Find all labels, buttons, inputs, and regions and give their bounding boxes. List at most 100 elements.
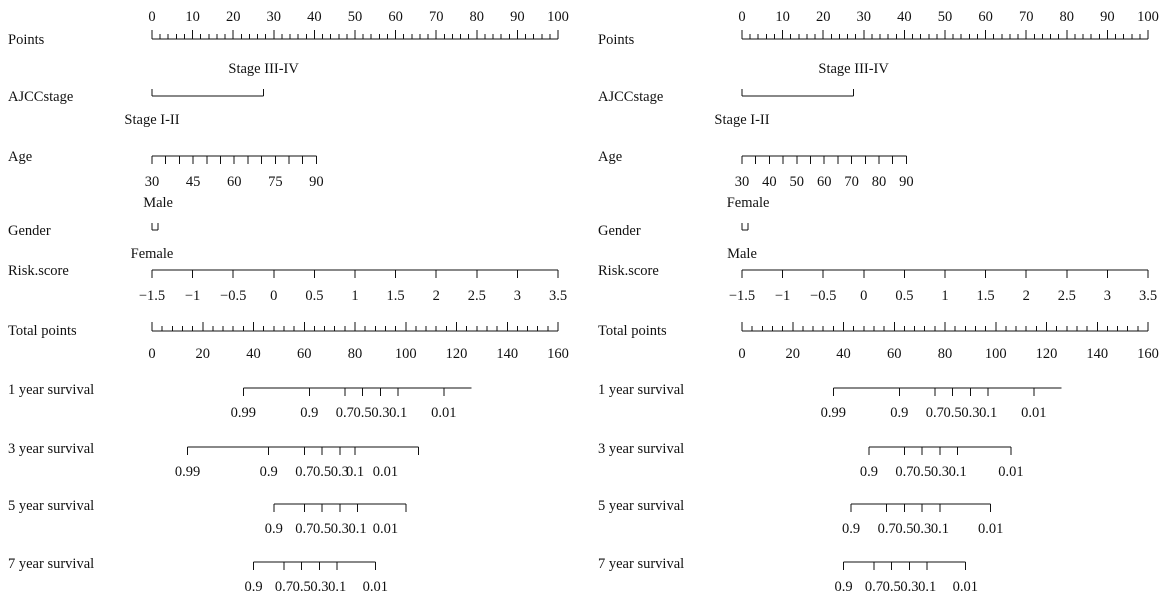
7-year-survival-tick-label: 0.5 [883, 579, 901, 595]
total-points-tick-label: 160 [547, 346, 569, 362]
points-tick-label: 40 [307, 9, 322, 25]
7-year-survival-tick-label: 0.9 [834, 579, 852, 595]
3-year-survival-tick-label: 0.3 [931, 464, 949, 480]
1-year-survival-row: 1 year survival 0.99 0.9 0.7 0.5 0.3 0.1 0.01 [598, 382, 1062, 421]
points-tick-label: 20 [816, 9, 831, 25]
points-tick-label: 50 [348, 9, 363, 25]
risk-score-tick-label: −1 [185, 288, 200, 304]
1-year-survival-tick-label: 0.99 [821, 405, 846, 421]
risk-score-tick-label: −0.5 [810, 288, 836, 304]
risk-score-tick-label: 2 [1023, 288, 1030, 304]
points-tick-label: 10 [185, 9, 200, 25]
total-points-tick-label: 100 [985, 346, 1007, 362]
points-tick-label: 90 [1100, 9, 1115, 25]
risk-score-tick-label: 3 [514, 288, 521, 304]
5-year-survival-row: 5 year survival 0.9 0.7 0.5 0.3 0.1 0.01 [598, 498, 1003, 537]
points-tick-label: 90 [510, 9, 525, 25]
5-year-survival-tick-label: 0.1 [348, 521, 366, 537]
risk-score-row-label: Risk.score [598, 263, 659, 279]
7-year-survival-tick-label: 0.1 [328, 579, 346, 595]
1-year-survival-row: 1 year survival 0.99 0.9 0.7 0.5 0.3 0.1 0.01 [8, 382, 472, 421]
3-year-survival-tick-label: 0.01 [373, 464, 398, 480]
ajccstage-row: AJCCstage Stage I-II Stage III-IV [8, 61, 299, 128]
5-year-survival-tick-label: 0.9 [265, 521, 283, 537]
1-year-survival-row-label: 1 year survival [598, 382, 684, 398]
risk-score-tick-label: 1 [941, 288, 948, 304]
age-tick-label: 30 [735, 174, 750, 190]
total-points-tick-label: 100 [395, 346, 417, 362]
total-points-tick-label: 40 [836, 346, 851, 362]
risk-score-tick-label: 1.5 [387, 288, 405, 304]
total-points-tick-label: 40 [246, 346, 261, 362]
risk-score-tick-label: 3.5 [549, 288, 567, 304]
7-year-survival-tick-label: 0.7 [275, 579, 293, 595]
7-year-survival-tick-label: 0.1 [918, 579, 936, 595]
ajccstage-row-label: AJCCstage [598, 89, 663, 105]
points-row-label: Points [598, 32, 635, 48]
risk-score-tick-label: 0 [860, 288, 867, 304]
total-points-tick-label: 0 [148, 346, 155, 362]
1-year-survival-tick-label: 0.5 [354, 405, 372, 421]
3-year-survival-row-label: 3 year survival [8, 441, 94, 457]
3-year-survival-row-label: 3 year survival [598, 441, 684, 457]
gender-level-label: Male [143, 195, 173, 211]
age-tick-label: 40 [762, 174, 777, 190]
risk-score-tick-label: 0 [270, 288, 277, 304]
age-tick-label: 70 [844, 174, 859, 190]
7-year-survival-row-label: 7 year survival [8, 556, 94, 572]
total-points-tick-label: 140 [1086, 346, 1108, 362]
age-row-label: Age [598, 149, 622, 165]
total-points-row-label: Total points [8, 323, 77, 339]
1-year-survival-tick-label: 0.9 [300, 405, 318, 421]
3-year-survival-tick-label: 0.99 [175, 464, 200, 480]
points-tick-label: 0 [738, 9, 745, 25]
3-year-survival-tick-label: 0.5 [913, 464, 931, 480]
total-points-row: Total points 0 20 40 60 80 100 120 140 160 [598, 322, 1159, 362]
points-tick-label: 30 [857, 9, 872, 25]
7-year-survival-tick-label: 0.5 [293, 579, 311, 595]
1-year-survival-tick-label: 0.1 [979, 405, 997, 421]
ajccstage-row-label: AJCCstage [8, 89, 73, 105]
points-tick-label: 20 [226, 9, 241, 25]
points-tick-label: 70 [429, 9, 444, 25]
points-tick-label: 70 [1019, 9, 1033, 25]
total-points-row: Total points 0 20 40 60 80 100 120 140 160 [8, 322, 569, 362]
5-year-survival-row-label: 5 year survival [598, 498, 684, 514]
1-year-survival-tick-label: 0.01 [1021, 405, 1046, 421]
7-year-survival-tick-label: 0.9 [244, 579, 262, 595]
risk-score-tick-label: 2 [433, 288, 440, 304]
points-tick-label: 100 [547, 9, 569, 25]
points-tick-label: 30 [267, 9, 282, 25]
5-year-survival-tick-label: 0.9 [842, 521, 860, 537]
5-year-survival-tick-label: 0.01 [373, 521, 398, 537]
1-year-survival-tick-label: 0.9 [890, 405, 908, 421]
risk-score-tick-label: 3.5 [1139, 288, 1157, 304]
points-row: Points 0 10 20 30 40 50 60 70 80 90 100 [598, 9, 1159, 48]
total-points-tick-label: 60 [887, 346, 902, 362]
gender-level-label: Male [727, 246, 757, 262]
gender-row: Gender Female Male [8, 195, 173, 262]
7-year-survival-tick-label: 0.01 [953, 579, 978, 595]
risk-score-tick-label: −1 [775, 288, 790, 304]
total-points-tick-label: 80 [348, 346, 363, 362]
total-points-tick-label: 120 [1036, 346, 1058, 362]
risk-score-row: Risk.score −1.5 −1 −0.5 0 0.5 1 1.5 2 2.5 3 3.5 [598, 263, 1157, 304]
gender-level-label: Female [131, 246, 174, 262]
3-year-survival-tick-label: 0.7 [895, 464, 913, 480]
risk-score-row: Risk.score −1.5 −1 −0.5 0 0.5 1 1.5 2 2.5 3 3.5 [8, 263, 567, 304]
1-year-survival-tick-label: 0.01 [431, 405, 456, 421]
age-tick-label: 30 [145, 174, 160, 190]
1-year-survival-tick-label: 0.7 [336, 405, 354, 421]
points-tick-label: 100 [1137, 9, 1159, 25]
risk-score-tick-label: 2.5 [1058, 288, 1076, 304]
age-row: Age 30 45 60 75 90 [8, 149, 324, 190]
gender-row: Gender Male Female [598, 195, 769, 262]
points-tick-label: 50 [938, 9, 953, 25]
ajccstage-row: AJCCstage Stage I-II Stage III-IV [598, 61, 889, 128]
total-points-row-label: Total points [598, 323, 667, 339]
5-year-survival-tick-label: 0.1 [931, 521, 949, 537]
gender-row-label: Gender [8, 223, 51, 239]
7-year-survival-tick-label: 0.01 [363, 579, 388, 595]
